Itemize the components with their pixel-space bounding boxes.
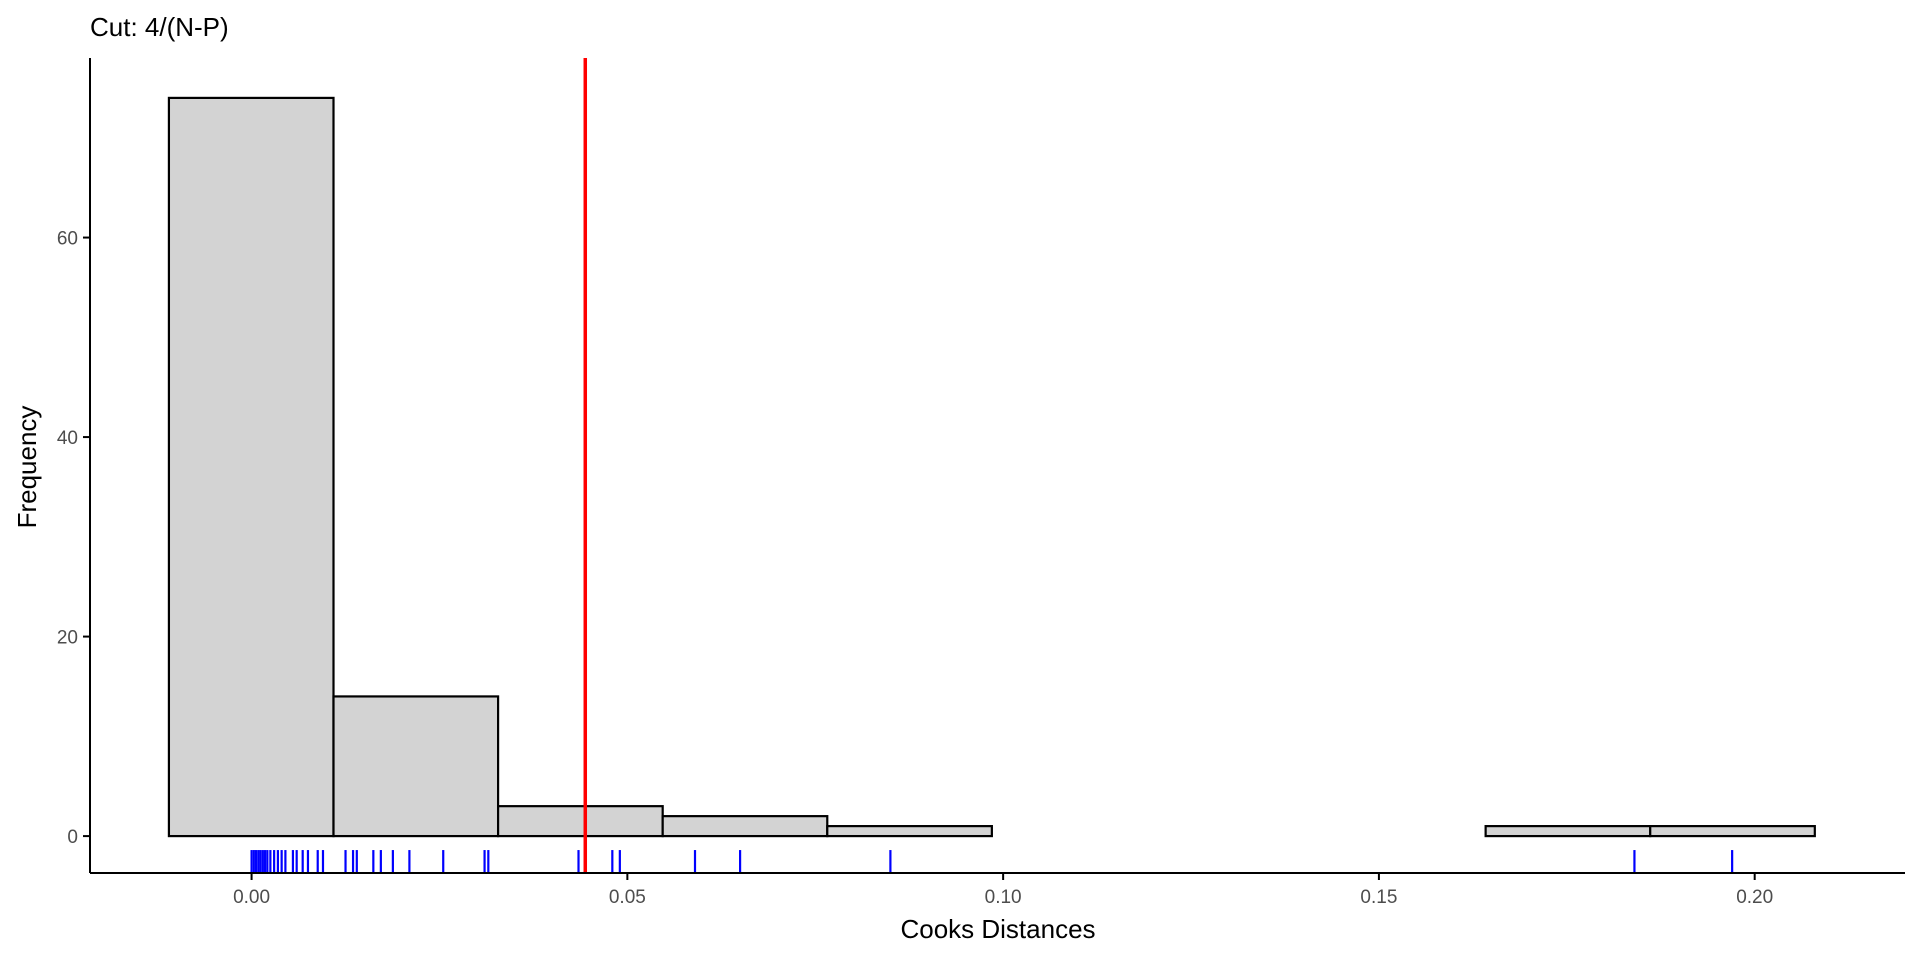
rug-group <box>250 850 1734 873</box>
y-tick-label: 0 <box>67 827 78 848</box>
y-tick-label: 60 <box>57 229 78 250</box>
chart-title: Cut: 4/(N-P) <box>90 12 229 42</box>
histogram-bar <box>167 96 335 838</box>
x-tick-label: 0.20 <box>1736 887 1773 908</box>
bars-group <box>167 96 1816 838</box>
axes-group: 0.00 0.05 0.10 0.15 0.20 0 20 40 60 <box>57 58 1905 908</box>
x-tick-label: 0.10 <box>985 887 1022 908</box>
x-axis-title: Cooks Distances <box>900 914 1095 944</box>
histogram-bar <box>1649 825 1816 838</box>
histogram-bar <box>332 695 500 838</box>
histogram-bar <box>661 815 829 838</box>
x-tick-label: 0.15 <box>1360 887 1397 908</box>
histogram-bar <box>496 805 664 838</box>
x-tick-label: 0.05 <box>609 887 646 908</box>
y-tick-label: 40 <box>57 428 78 449</box>
histogram-bar <box>1484 825 1652 838</box>
y-axis-title: Frequency <box>12 406 42 529</box>
x-tick-label: 0.00 <box>233 887 270 908</box>
histogram-bar <box>826 825 993 838</box>
y-tick-label: 20 <box>57 628 78 649</box>
